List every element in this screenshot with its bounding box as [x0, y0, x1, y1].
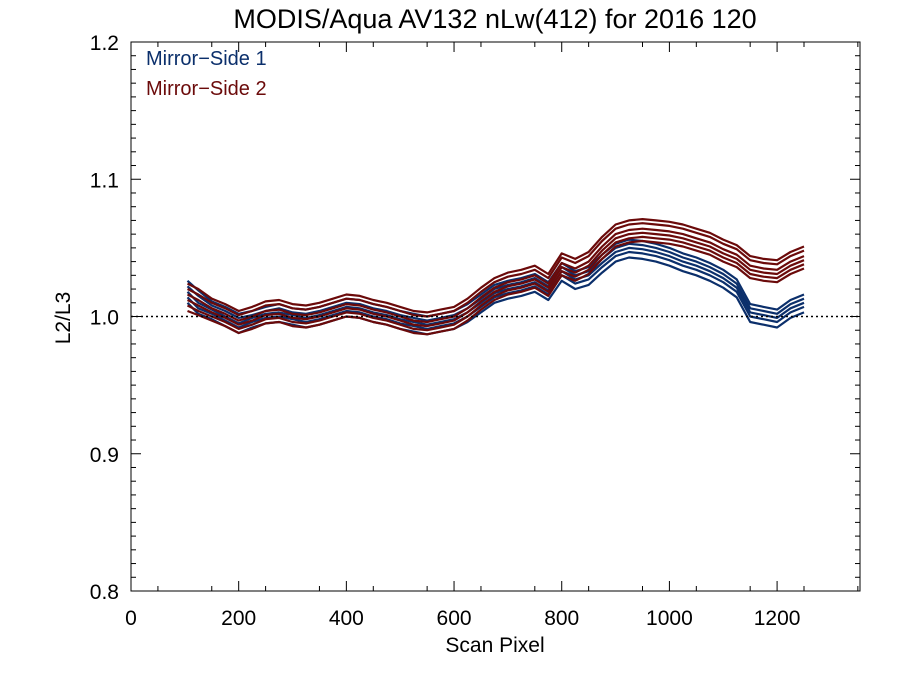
y-axis-label: L2/L3	[52, 292, 75, 345]
chart-title: MODIS/Aqua AV132 nLw(412) for 2016 120	[233, 4, 756, 34]
y-tick-label: 1.0	[90, 307, 119, 330]
series-layer	[186, 218, 805, 336]
x-tick-label: 200	[221, 607, 256, 630]
legend: Mirror−Side 1 Mirror−Side 2	[146, 48, 267, 100]
series-line-10	[187, 218, 805, 314]
x-tick-label: 1200	[754, 607, 801, 630]
x-tick-labels: 0 200 400 600 800 1000 1200	[125, 607, 800, 630]
series-line-6	[187, 227, 805, 324]
x-tick-label: 400	[329, 607, 364, 630]
series-line-3	[186, 250, 805, 330]
y-tick-label: 1.2	[90, 32, 119, 55]
x-tick-label: 0	[125, 607, 137, 630]
x-tick-label: 800	[544, 607, 579, 630]
series-line-7	[187, 231, 805, 328]
series-line-8	[187, 222, 805, 318]
series-line-2	[186, 246, 805, 326]
legend-entry-mirror-side-2: Mirror−Side 2	[146, 78, 267, 100]
x-axis-label: Scan Pixel	[445, 634, 544, 657]
x-tick-label: 600	[437, 607, 472, 630]
legend-entry-mirror-side-1: Mirror−Side 1	[146, 48, 267, 70]
y-tick-label: 0.9	[90, 444, 119, 467]
ticks-layer	[130, 41, 860, 592]
x-tick-label: 1000	[646, 607, 693, 630]
y-tick-label: 1.1	[90, 169, 119, 192]
series-line-9	[187, 235, 805, 332]
y-tick-labels: 0.8 0.9 1.0 1.1 1.2	[90, 32, 119, 604]
series-line-11	[187, 239, 805, 336]
y-tick-label: 0.8	[90, 581, 119, 604]
